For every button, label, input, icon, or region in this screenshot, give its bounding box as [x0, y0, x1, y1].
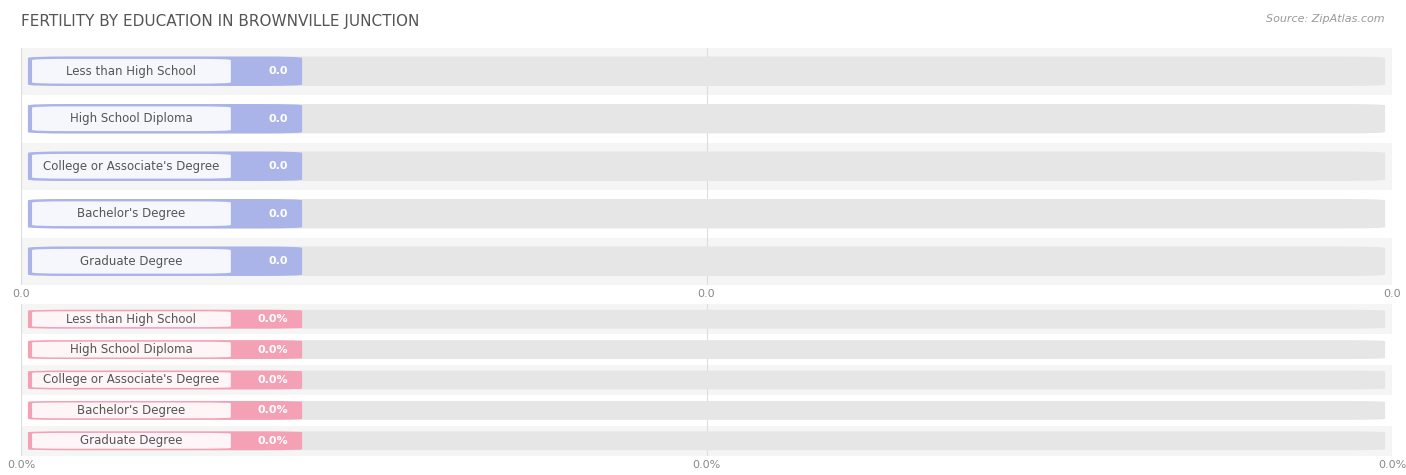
FancyBboxPatch shape: [28, 247, 302, 276]
FancyBboxPatch shape: [28, 152, 1385, 181]
FancyBboxPatch shape: [32, 59, 231, 84]
Text: 0.0: 0.0: [269, 161, 288, 171]
FancyBboxPatch shape: [28, 310, 1385, 329]
FancyBboxPatch shape: [28, 340, 1385, 359]
Bar: [21, 95, 1392, 142]
FancyBboxPatch shape: [28, 57, 1385, 86]
FancyBboxPatch shape: [32, 342, 231, 358]
Bar: [21, 426, 1392, 456]
Bar: [21, 365, 1392, 395]
Bar: [21, 238, 1392, 285]
Text: FERTILITY BY EDUCATION IN BROWNVILLE JUNCTION: FERTILITY BY EDUCATION IN BROWNVILLE JUN…: [21, 14, 419, 29]
FancyBboxPatch shape: [32, 154, 231, 179]
FancyBboxPatch shape: [28, 340, 302, 359]
Text: Less than High School: Less than High School: [66, 65, 197, 78]
Text: 0.0%: 0.0%: [257, 375, 288, 385]
FancyBboxPatch shape: [32, 433, 231, 449]
FancyBboxPatch shape: [28, 104, 302, 133]
FancyBboxPatch shape: [32, 402, 231, 418]
Text: Bachelor's Degree: Bachelor's Degree: [77, 207, 186, 220]
Text: College or Associate's Degree: College or Associate's Degree: [44, 373, 219, 387]
FancyBboxPatch shape: [32, 106, 231, 131]
Text: High School Diploma: High School Diploma: [70, 112, 193, 125]
Text: 0.0: 0.0: [269, 256, 288, 266]
Text: 0.0%: 0.0%: [257, 314, 288, 324]
Text: Graduate Degree: Graduate Degree: [80, 255, 183, 268]
FancyBboxPatch shape: [28, 199, 1385, 228]
FancyBboxPatch shape: [32, 311, 231, 327]
FancyBboxPatch shape: [32, 249, 231, 274]
Text: College or Associate's Degree: College or Associate's Degree: [44, 160, 219, 173]
FancyBboxPatch shape: [32, 201, 231, 226]
FancyBboxPatch shape: [28, 199, 302, 228]
FancyBboxPatch shape: [28, 401, 1385, 420]
Text: 0.0%: 0.0%: [257, 405, 288, 416]
FancyBboxPatch shape: [28, 152, 302, 181]
FancyBboxPatch shape: [32, 372, 231, 388]
Bar: [21, 190, 1392, 238]
FancyBboxPatch shape: [28, 57, 302, 86]
Text: 0.0: 0.0: [269, 66, 288, 76]
Bar: [21, 48, 1392, 95]
Text: 0.0%: 0.0%: [257, 436, 288, 446]
FancyBboxPatch shape: [28, 247, 1385, 276]
Text: 0.0%: 0.0%: [257, 344, 288, 355]
Text: Graduate Degree: Graduate Degree: [80, 434, 183, 447]
FancyBboxPatch shape: [28, 401, 302, 420]
Text: 0.0: 0.0: [269, 209, 288, 219]
FancyBboxPatch shape: [28, 370, 302, 389]
Bar: [21, 142, 1392, 190]
Text: Less than High School: Less than High School: [66, 313, 197, 326]
Bar: [21, 395, 1392, 426]
Bar: [21, 304, 1392, 334]
Text: Bachelor's Degree: Bachelor's Degree: [77, 404, 186, 417]
Text: 0.0: 0.0: [269, 114, 288, 124]
FancyBboxPatch shape: [28, 431, 1385, 450]
FancyBboxPatch shape: [28, 431, 302, 450]
FancyBboxPatch shape: [28, 310, 302, 329]
FancyBboxPatch shape: [28, 370, 1385, 389]
Text: High School Diploma: High School Diploma: [70, 343, 193, 356]
Bar: [21, 334, 1392, 365]
FancyBboxPatch shape: [28, 104, 1385, 133]
Text: Source: ZipAtlas.com: Source: ZipAtlas.com: [1267, 14, 1385, 24]
